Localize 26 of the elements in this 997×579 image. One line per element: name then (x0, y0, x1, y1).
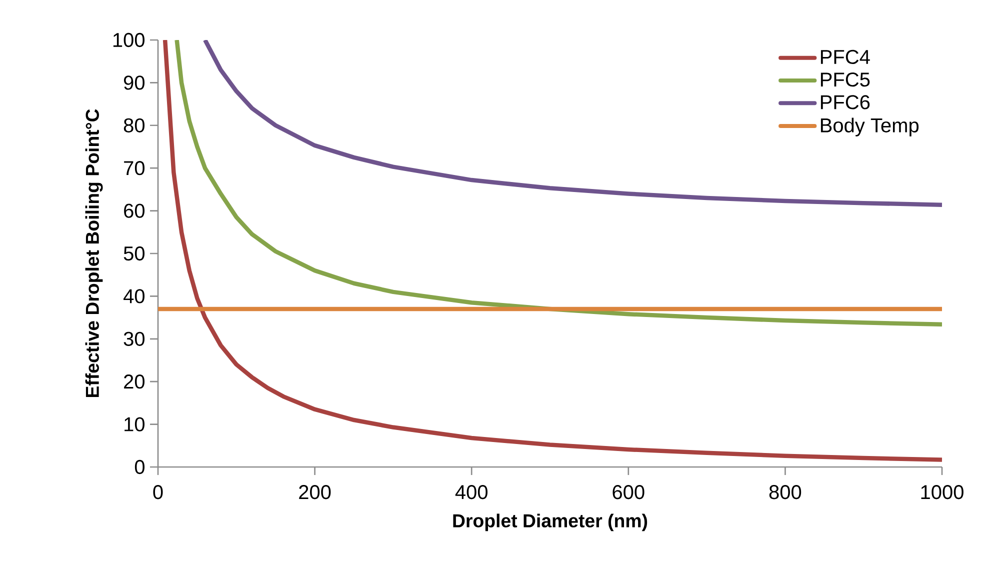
legend-label: Body Temp (820, 118, 919, 136)
x-axis-title: Droplet Diameter (nm) (453, 514, 648, 532)
x-tick-label: 0 (153, 485, 163, 500)
line-series (174, 40, 942, 327)
y-tick-label: 60 (124, 204, 144, 218)
legend-label: PFC4 (820, 50, 870, 64)
x-tick-label: 200 (299, 485, 331, 500)
x-tick-label: 600 (612, 485, 644, 500)
y-tick-label: 20 (124, 374, 144, 389)
y-tick-label: 50 (124, 246, 144, 261)
y-tick-label: 0 (134, 460, 144, 474)
y-tick-label: 40 (124, 289, 144, 304)
y-tick-label: 30 (124, 332, 144, 346)
y-tick-label: 10 (124, 417, 144, 432)
x-tick-label: 1000 (921, 485, 964, 500)
legend-label: PFC6 (820, 95, 870, 110)
y-axis-title: Effective Droplet Boiling Point°C (85, 109, 103, 398)
x-tick-label: 400 (455, 485, 488, 500)
line-series (162, 40, 942, 462)
line-series (202, 40, 942, 207)
y-tick-label: 100 (113, 32, 144, 48)
x-tick-label: 800 (769, 485, 802, 500)
y-tick-label: 70 (124, 161, 144, 176)
legend-label: PFC5 (820, 72, 870, 87)
y-tick-label: 90 (124, 76, 144, 90)
y-tick-label: 80 (124, 118, 144, 132)
